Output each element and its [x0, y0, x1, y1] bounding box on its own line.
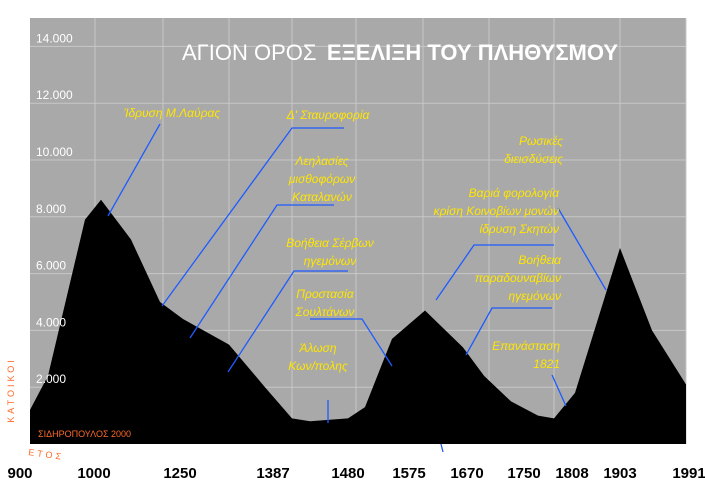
- annotation-label: διεισδύσεις: [504, 152, 563, 166]
- chart-title-part1: ΑΓΙΟΝ ΟΡΟΣ: [182, 40, 317, 65]
- annotation-label: ίδρυση Σκητών: [479, 222, 559, 236]
- annotation-label: παραδουναβίων: [475, 271, 561, 285]
- x-tick-label: 900: [7, 465, 32, 482]
- x-tick-label: 1670: [450, 465, 483, 482]
- annotation-labels: Ίδρυση Μ.Λαύρας Δ' Σταυροφορία Λεηλασίες μι…: [124, 106, 563, 373]
- x-axis-label: ΕΤΟΣ: [28, 447, 65, 462]
- x-tick-label: 1991: [672, 465, 705, 482]
- annotation-label: Βοήθεια: [518, 253, 562, 267]
- annotation-label: Άλωση: [299, 341, 337, 355]
- x-tick-labels: 900 1000 1250 1387 1480 1575 1670 1750 1808 1903 1…: [7, 465, 705, 482]
- y-tick-label: 8.000: [36, 202, 66, 216]
- annotation-line: [189, 204, 334, 339]
- x-tick-label: 1250: [163, 465, 196, 482]
- y-axis-label: ΚΑΤΟΙΚΟΙ: [6, 357, 16, 422]
- y-tick-label: 10.000: [36, 145, 73, 159]
- x-tick-label: 1750: [507, 465, 540, 482]
- credit-text: ΣΙΔΗΡΟΠΟΥΛΟΣ 2000: [38, 429, 131, 439]
- annotation-line: [557, 207, 607, 291]
- annotation-label: 1821: [533, 357, 560, 371]
- chart-title-part2: ΕΞΕΛΙΞΗ ΤΟΥ ΠΛΗΘΥΣΜΟΥ: [327, 40, 618, 65]
- annotation-label: Σουλτάνων: [295, 305, 355, 319]
- population-area: [30, 199, 686, 444]
- y-tick-labels: 2.000 4.000 6.000 8.000 10.000 12.000 14.000: [36, 31, 73, 386]
- annotation-line: [551, 374, 567, 407]
- annotation-label: Ρωσικές: [519, 134, 563, 148]
- x-tick-label: 1387: [256, 465, 289, 482]
- annotation-label: Καταλανών: [292, 190, 352, 204]
- y-tick-label: 6.000: [36, 259, 66, 273]
- annotation-label: Λεηλασίες: [294, 154, 348, 168]
- x-tick-label: 1000: [77, 465, 110, 482]
- x-tick-label: 1903: [603, 465, 636, 482]
- annotation-label: ηγεμόνων: [508, 289, 561, 303]
- annotation-label: Επανάσταση: [492, 339, 560, 353]
- y-tick-label: 14.000: [36, 31, 73, 45]
- annotation-line: [310, 318, 393, 367]
- x-tick-label: 1808: [555, 465, 588, 482]
- annotation-line: [107, 123, 161, 217]
- annotation-label: Βαριά φορολογία: [469, 186, 560, 200]
- annotation-leader-lines: [107, 123, 607, 453]
- annotation-label: μισθοφόρων: [288, 172, 355, 186]
- y-tick-label: 4.000: [36, 315, 66, 329]
- y-tick-label: 12.000: [36, 88, 73, 102]
- annotation-line: [161, 127, 344, 307]
- annotation-label: ηγεμόνων: [304, 254, 357, 268]
- x-tick-label: 1575: [392, 465, 425, 482]
- annotation-tick-mark: [440, 443, 444, 453]
- annotation-line: [435, 244, 554, 301]
- y-tick-label: 2.000: [36, 372, 66, 386]
- gridlines: [30, 18, 687, 444]
- chart-title: ΑΓΙΟΝ ΟΡΟΣ ΕΞΕΛΙΞΗ ΤΟΥ ΠΛΗΘΥΣΜΟΥ: [182, 40, 618, 65]
- annotation-label: Ίδρυση Μ.Λαύρας: [124, 106, 221, 120]
- annotation-line: [227, 270, 348, 373]
- annotation-label: κρίση Κοινοβίων μονών: [434, 204, 559, 218]
- annotation-line: [465, 307, 552, 356]
- annotation-label: Κων/πολης: [288, 359, 348, 373]
- annotation-label: Δ' Σταυροφορία: [286, 108, 371, 122]
- annotation-label: Προστασία: [296, 287, 355, 301]
- annotation-label: Βοήθεια Σέρβων: [286, 236, 374, 250]
- x-tick-label: 1480: [331, 465, 364, 482]
